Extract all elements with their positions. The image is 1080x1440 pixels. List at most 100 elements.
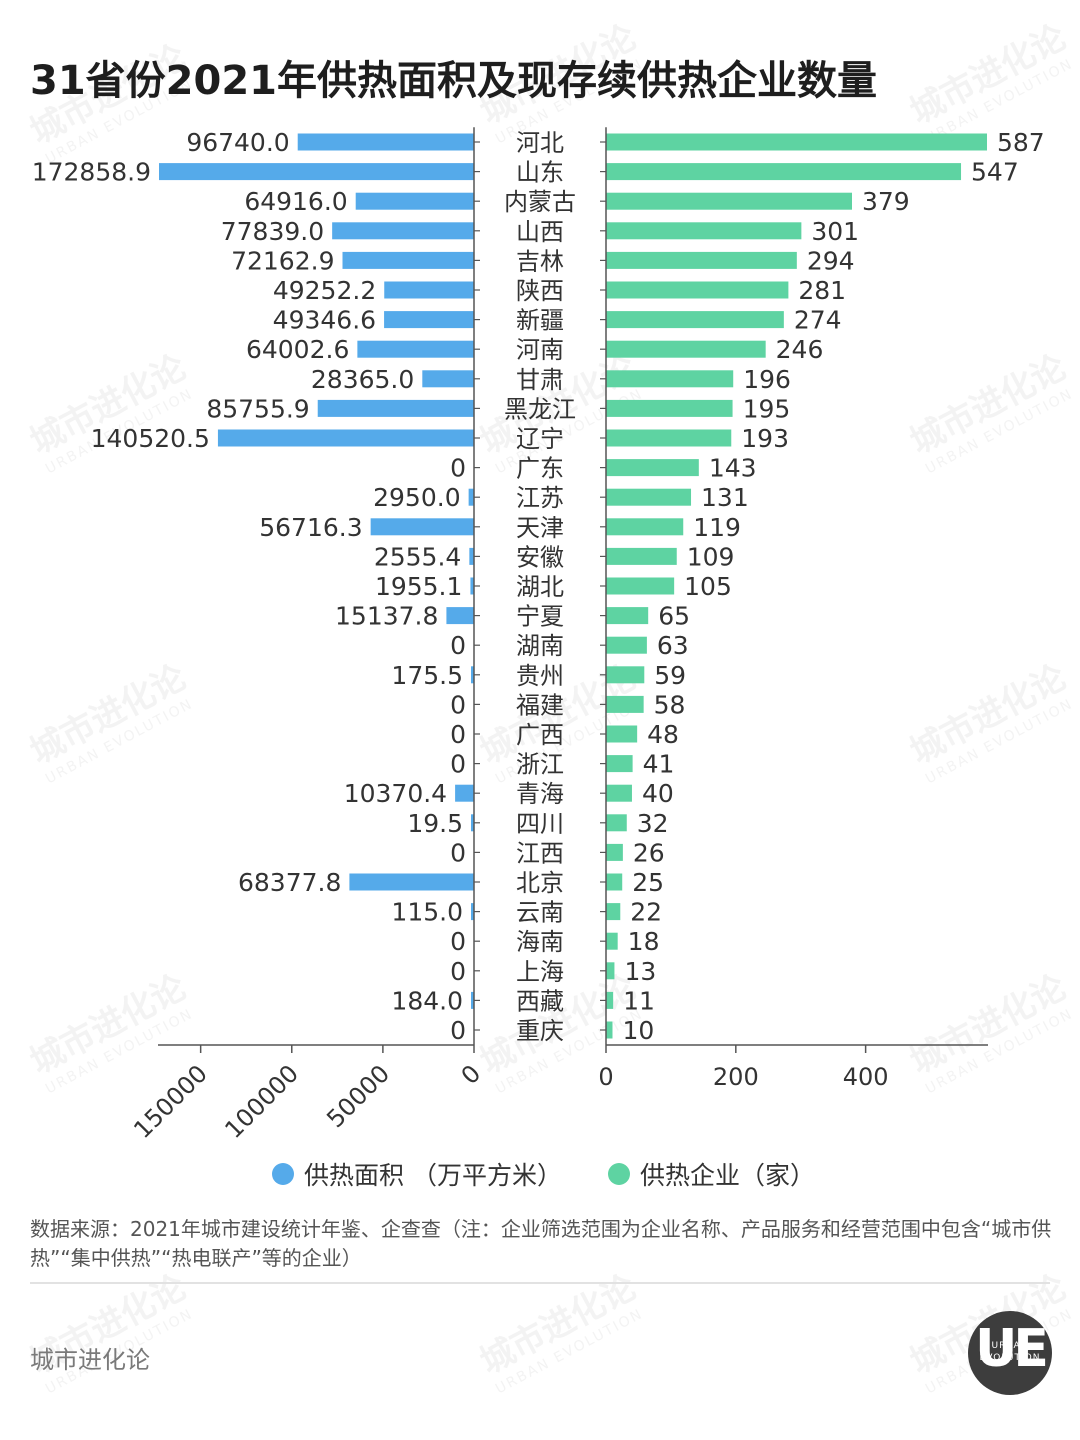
- category-label: 广东: [516, 455, 564, 483]
- left-data-label: 19.5: [407, 809, 463, 838]
- category-label: 山东: [516, 159, 564, 187]
- legend-item-companies: 供热企业（家）: [607, 1156, 815, 1192]
- left-bar: [468, 488, 474, 506]
- right-data-label: 65: [658, 602, 690, 631]
- legend-swatch-companies: [607, 1163, 630, 1185]
- right-bar: [606, 784, 632, 802]
- right-data-label: 196: [743, 365, 791, 394]
- right-bar: [606, 991, 614, 1009]
- category-label: 贵州: [516, 662, 564, 690]
- right-data-label: 26: [633, 838, 665, 867]
- right-bar: [606, 222, 802, 240]
- right-data-label: 547: [971, 158, 1019, 187]
- left-data-label: 0: [450, 720, 466, 749]
- category-label: 安徽: [516, 543, 564, 571]
- left-data-label: 10370.4: [344, 779, 447, 808]
- left-data-label: 49252.2: [273, 276, 376, 305]
- right-bar: [606, 873, 623, 891]
- right-bar: [606, 251, 797, 269]
- left-data-label: 72162.9: [231, 246, 334, 275]
- left-data-label: 77839.0: [221, 217, 324, 246]
- left-bar: [384, 281, 474, 299]
- right-data-label: 119: [693, 513, 741, 542]
- right-data-label: 40: [642, 779, 674, 808]
- left-data-label: 28365.0: [311, 365, 414, 394]
- right-bar: [606, 962, 615, 980]
- right-data-label: 18: [628, 927, 660, 956]
- left-data-label: 0: [450, 1016, 466, 1045]
- left-data-label: 172858.9: [32, 158, 151, 187]
- left-bar: [471, 903, 474, 921]
- left-data-label: 0: [450, 454, 466, 483]
- left-x-tick-label: 150000: [128, 1059, 213, 1144]
- left-data-label: 64002.6: [246, 335, 349, 364]
- logo-word-top: URBAN: [991, 1341, 1029, 1351]
- category-label: 广西: [516, 721, 564, 749]
- left-data-label: 56716.3: [259, 513, 362, 542]
- left-data-label: 175.5: [391, 661, 463, 690]
- left-series-bars: [159, 133, 474, 1009]
- category-label: 浙江: [516, 751, 564, 779]
- right-data-label: 587: [997, 128, 1045, 157]
- left-data-label: 49346.6: [273, 306, 376, 335]
- right-data-label: 195: [743, 394, 791, 423]
- right-data-label: 143: [709, 454, 757, 483]
- right-data-label: 59: [654, 661, 686, 690]
- category-label: 云南: [516, 899, 564, 927]
- left-bar: [446, 607, 474, 625]
- left-data-label: 96740.0: [186, 128, 289, 157]
- left-series-labels: 96740.0 172858.9 64916.077839.072162.94925…: [32, 128, 466, 1045]
- category-label: 山西: [516, 218, 564, 246]
- category-label: 四川: [516, 810, 564, 838]
- right-data-label: 109: [687, 542, 735, 571]
- category-label: 西藏: [516, 987, 564, 1015]
- left-bar: [355, 192, 474, 210]
- left-bar: [470, 577, 474, 595]
- right-data-label: 63: [657, 631, 689, 660]
- right-bar: [606, 1021, 613, 1039]
- right-bar: [606, 547, 677, 565]
- left-bar: [297, 133, 474, 151]
- category-label: 辽宁: [516, 425, 564, 453]
- left-bar: [159, 163, 474, 181]
- footer-divider: [30, 1282, 1050, 1284]
- right-data-label: 379: [862, 187, 910, 216]
- left-bar: [469, 547, 474, 565]
- left-bar: [342, 251, 474, 269]
- left-bar: [422, 370, 474, 388]
- left-data-label: 68377.8: [238, 868, 341, 897]
- left-bar: [471, 991, 474, 1009]
- right-bar: [606, 459, 699, 477]
- category-label: 新疆: [516, 307, 564, 335]
- category-label: 宁夏: [516, 603, 564, 631]
- right-bar: [606, 518, 684, 536]
- right-series-labels: 5875473793012942812742461961951931431311…: [622, 128, 1044, 1045]
- left-data-label: 0: [450, 631, 466, 660]
- category-label: 上海: [516, 958, 564, 986]
- category-label: 陕西: [516, 277, 564, 305]
- brand-name: 城市进化论: [30, 1346, 150, 1374]
- left-data-label: 2950.0: [373, 483, 460, 512]
- right-bar: [606, 163, 962, 181]
- right-data-label: 105: [684, 572, 732, 601]
- right-x-tick-label: 400: [843, 1063, 889, 1091]
- right-bar: [606, 577, 675, 595]
- left-data-label: 140520.5: [91, 424, 210, 453]
- category-label: 福建: [516, 691, 564, 719]
- left-bar: [455, 784, 474, 802]
- watermark-en: URBAN EVOLUTION: [493, 1305, 647, 1398]
- left-bar: [471, 814, 474, 832]
- right-data-label: 246: [776, 335, 824, 364]
- right-data-label: 22: [630, 898, 662, 927]
- legend-item-area: 供热面积 （万平方米）: [272, 1156, 562, 1192]
- left-data-label: 0: [450, 750, 466, 779]
- left-bar: [349, 873, 474, 891]
- left-data-label: 0: [450, 690, 466, 719]
- source-note: 数据来源：2021年城市建设统计年鉴、企查查（注：企业筛选范围为企业名称、产品服…: [30, 1217, 1052, 1270]
- brand-logo: UE URBAN EVOLUTION: [968, 1311, 1052, 1395]
- right-bar: [606, 725, 638, 743]
- right-data-label: 11: [623, 986, 655, 1015]
- left-data-label: 184.0: [391, 986, 463, 1015]
- left-bar: [471, 666, 474, 684]
